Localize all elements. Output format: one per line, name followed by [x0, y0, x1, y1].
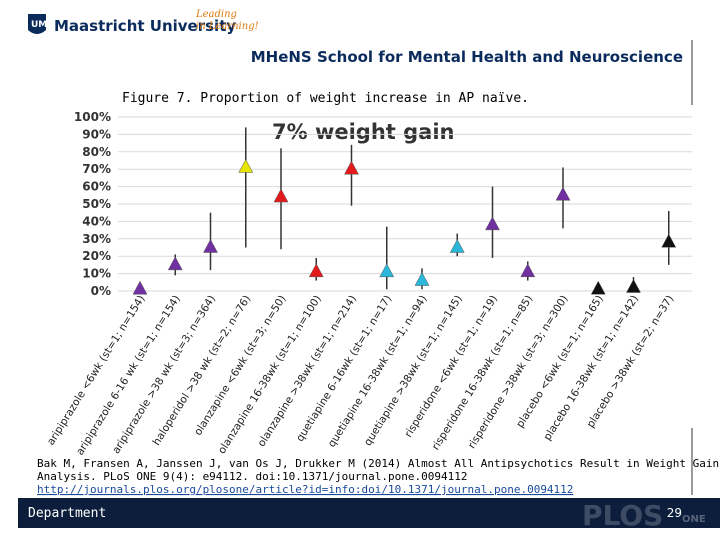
watermark: ONE: [682, 514, 706, 525]
link[interactable]: http://journals.plos.org/plosone/article…: [37, 483, 573, 496]
y-tick-label: 0%: [91, 284, 111, 298]
marker: [203, 238, 218, 253]
marker: [308, 263, 324, 278]
logo: UM: [28, 14, 47, 34]
marker: [485, 216, 500, 231]
y-tick-label: 30%: [82, 232, 111, 246]
marker: [449, 238, 465, 253]
svg-text:UM: UM: [31, 20, 47, 30]
y-tick-label: 70%: [82, 162, 111, 176]
marker: [590, 280, 606, 295]
footer: Department: [28, 506, 106, 521]
y-tick-label: 60%: [82, 180, 111, 194]
marker: [414, 272, 430, 286]
y-tick-label: 50%: [82, 197, 111, 211]
marker: [238, 158, 254, 173]
watermark: PLOS: [582, 499, 663, 532]
marker: [555, 186, 571, 201]
annotation: 7% weight gain: [272, 120, 455, 144]
marker: [132, 280, 148, 295]
y-tick-label: 20%: [82, 249, 111, 263]
marker: [273, 188, 289, 203]
university: Maastricht University: [54, 17, 236, 35]
marker: [626, 278, 641, 293]
marker: [167, 256, 183, 271]
citation: Bak M, Fransen A, Janssen J, van Os J, D…: [37, 457, 720, 470]
marker: [520, 263, 536, 278]
slogan: Leading: [195, 9, 237, 20]
school: MHeNS School for Mental Health and Neuro…: [251, 48, 683, 66]
footer-bar: [18, 498, 720, 528]
y-tick-label: 100%: [74, 110, 111, 124]
citation: Analysis. PLoS ONE 9(4): e94112. doi:10.…: [37, 470, 467, 483]
y-tick-label: 10%: [82, 267, 111, 281]
slogan: in Learning!: [196, 21, 259, 32]
marker: [379, 263, 395, 278]
page-number: 29: [667, 506, 682, 520]
marker: [661, 233, 677, 248]
y-tick-label: 80%: [82, 145, 111, 159]
chart: 0%10%20%30%40%50%60%70%80%90%100%aripipr…: [45, 110, 692, 457]
y-tick-label: 90%: [82, 127, 111, 141]
y-tick-label: 40%: [82, 214, 111, 228]
chart-title: Figure 7. Proportion of weight increase …: [122, 91, 529, 106]
marker: [344, 160, 359, 175]
